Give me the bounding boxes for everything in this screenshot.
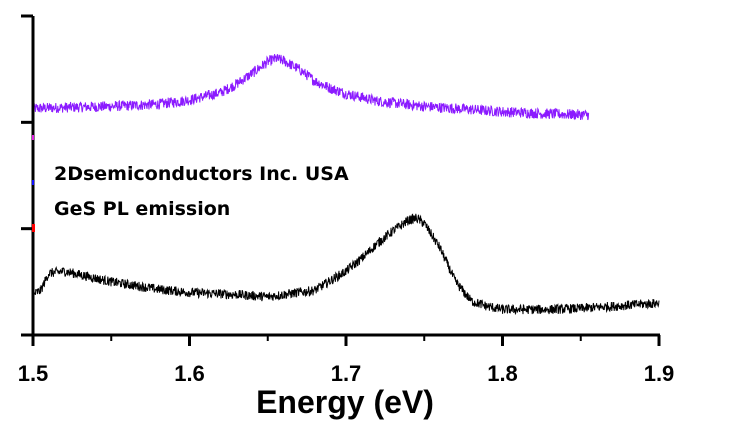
x-tick-label: 1.5 <box>18 361 49 386</box>
upper-spectrum-line <box>32 53 590 121</box>
x-tick-label: 1.7 <box>331 361 362 386</box>
annotation-sample: GeS PL emission <box>54 198 230 220</box>
x-tick-label: 1.8 <box>487 361 518 386</box>
series-layer <box>32 53 660 316</box>
lower-spectrum-line <box>32 213 660 316</box>
x-tick-label: 1.6 <box>174 361 205 386</box>
legend-marker-blue <box>32 180 34 185</box>
x-tick-labels: 1.5 1.6 1.7 1.8 1.9 <box>18 361 675 386</box>
x-tick-label: 1.9 <box>644 361 675 386</box>
tick-layer <box>21 14 661 346</box>
legend-marker-red <box>32 224 35 232</box>
legend-marker-magenta <box>32 135 34 140</box>
annotation-company: 2Dsemiconductors Inc. USA <box>54 163 349 185</box>
x-axis-title: Energy (eV) <box>256 384 434 420</box>
